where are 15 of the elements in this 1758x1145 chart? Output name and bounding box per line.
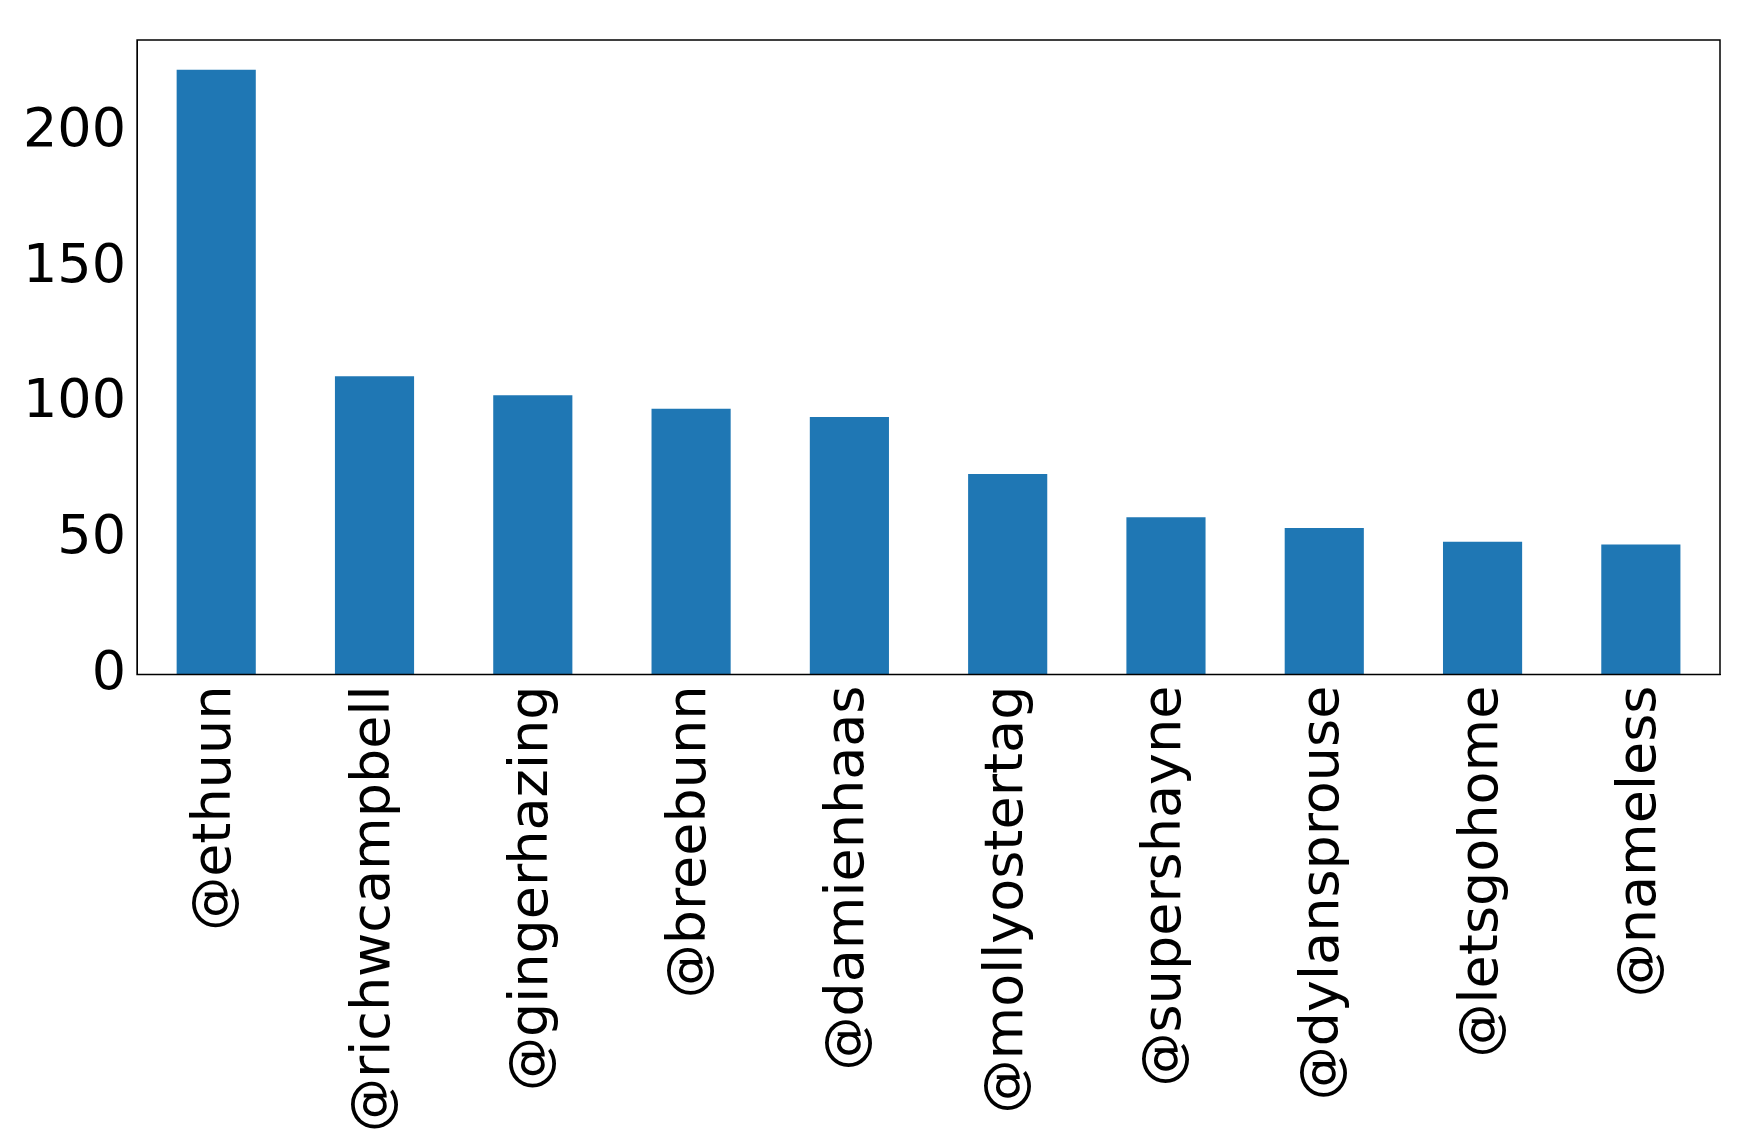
x-tick-label: @richwcampbell bbox=[338, 685, 402, 1132]
x-tick-label: @breebunn bbox=[655, 685, 719, 999]
y-tick-label: 150 bbox=[22, 231, 127, 295]
x-tick-label: @gingerhazing bbox=[496, 685, 560, 1091]
x-tick-label: @dylansprouse bbox=[1288, 685, 1352, 1101]
x-tick-label: @mollyostertag bbox=[971, 685, 1035, 1114]
x-tick-label: @damienhaas bbox=[813, 685, 877, 1071]
y-tick-label: 100 bbox=[22, 367, 127, 431]
y-tick-label: 200 bbox=[22, 96, 127, 160]
y-tick-label: 50 bbox=[57, 502, 127, 566]
x-tick-label: @letsgohome bbox=[1446, 685, 1510, 1058]
x-tick-label: @supershayne bbox=[1130, 685, 1194, 1087]
x-tick-label: @nameless bbox=[1604, 685, 1668, 998]
y-tick-label: 0 bbox=[91, 638, 127, 702]
x-tick-label: @ethuun bbox=[180, 685, 244, 931]
